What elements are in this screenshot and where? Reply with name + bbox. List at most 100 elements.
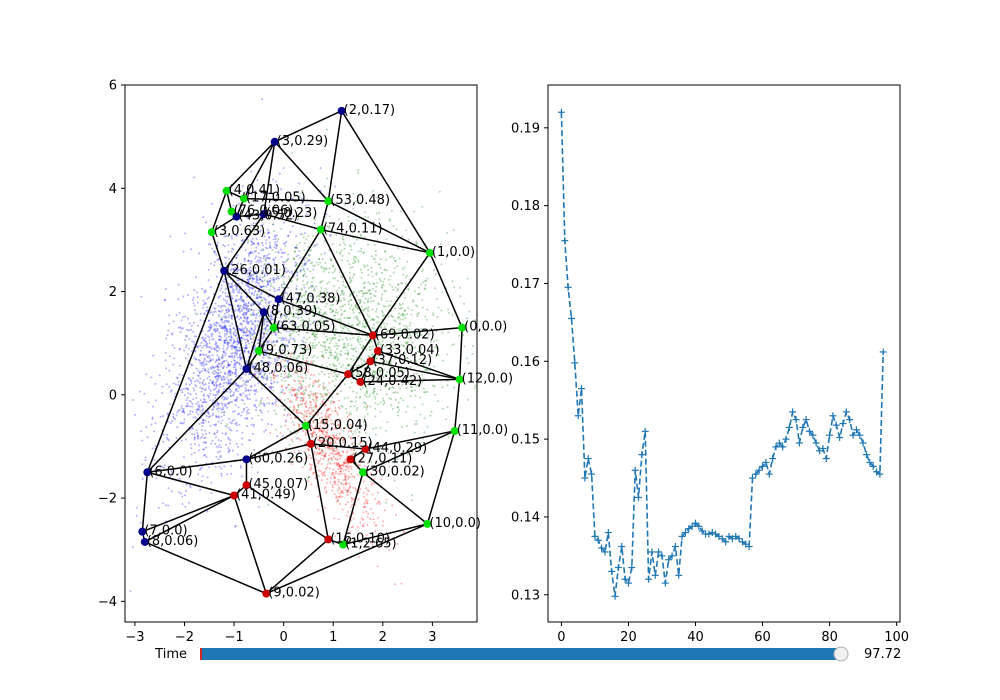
cloud-point xyxy=(275,404,278,407)
cloud-point xyxy=(435,339,438,342)
cloud-point xyxy=(392,271,395,274)
cloud-point xyxy=(382,280,385,283)
cloud-point xyxy=(340,320,343,323)
cloud-point xyxy=(467,398,469,401)
cloud-point xyxy=(251,363,254,366)
cloud-point xyxy=(269,247,272,249)
cloud-point xyxy=(327,357,330,360)
cloud-point xyxy=(218,325,221,328)
cloud-point xyxy=(214,370,217,373)
cloud-point xyxy=(286,292,289,295)
cloud-point xyxy=(239,322,242,325)
cloud-point xyxy=(333,462,336,465)
cloud-point xyxy=(261,337,263,340)
cloud-point xyxy=(335,453,338,455)
cloud-point xyxy=(473,387,476,390)
cloud-point xyxy=(280,339,283,342)
cloud-point xyxy=(307,409,310,412)
cloud-point xyxy=(253,328,256,331)
cloud-point xyxy=(375,524,377,527)
cloud-point xyxy=(382,403,385,406)
cloud-point xyxy=(247,408,250,411)
cloud-point xyxy=(217,375,220,378)
cloud-point xyxy=(211,382,214,385)
cloud-point xyxy=(201,381,204,384)
cloud-point xyxy=(312,394,315,397)
cloud-point xyxy=(335,412,338,415)
cloud-point xyxy=(221,327,224,330)
cloud-point xyxy=(189,379,192,382)
cloud-point xyxy=(287,367,290,370)
cloud-point xyxy=(228,341,231,344)
cloud-point xyxy=(352,348,355,350)
cloud-point xyxy=(403,266,406,269)
cloud-point xyxy=(283,270,286,272)
cloud-point xyxy=(368,395,371,398)
cloud-point xyxy=(261,244,264,247)
cloud-point xyxy=(234,383,237,386)
cloud-point xyxy=(433,345,436,348)
cloud-point xyxy=(288,443,291,446)
cloud-point xyxy=(316,301,319,304)
cloud-point xyxy=(233,341,236,344)
cloud-point xyxy=(236,262,239,265)
cloud-point xyxy=(274,241,276,244)
cloud-point xyxy=(388,278,391,281)
cloud-point xyxy=(230,335,233,337)
cloud-point xyxy=(383,509,386,512)
cloud-point xyxy=(253,449,256,452)
cloud-point xyxy=(186,405,189,408)
cloud-point xyxy=(329,308,332,311)
cloud-point xyxy=(239,316,242,319)
cloud-point xyxy=(310,466,312,468)
cloud-point xyxy=(228,331,231,334)
cloud-point xyxy=(192,296,195,299)
cloud-point xyxy=(276,374,279,377)
cloud-point xyxy=(269,315,272,318)
cloud-point xyxy=(295,190,298,193)
cloud-point xyxy=(337,518,340,521)
cloud-point xyxy=(218,362,221,365)
cloud-point xyxy=(228,257,230,260)
cloud-point xyxy=(290,362,293,365)
cloud-point xyxy=(223,281,226,283)
cloud-point xyxy=(210,481,213,484)
cloud-point xyxy=(181,374,184,377)
cloud-point xyxy=(422,281,425,284)
cloud-point xyxy=(272,286,275,289)
cloud-point xyxy=(369,508,372,511)
cloud-point xyxy=(191,427,194,430)
cloud-point xyxy=(227,335,230,338)
cloud-point xyxy=(250,314,253,317)
cloud-point xyxy=(237,445,240,448)
cloud-point xyxy=(273,381,276,384)
cloud-point xyxy=(173,347,176,349)
cloud-point xyxy=(195,276,198,279)
cloud-point xyxy=(308,407,311,409)
cloud-point xyxy=(256,278,259,281)
cloud-point xyxy=(240,336,243,339)
cloud-point xyxy=(195,429,198,432)
cloud-point xyxy=(154,422,157,425)
cloud-point xyxy=(350,526,353,529)
cloud-point xyxy=(325,351,327,354)
cloud-point xyxy=(381,397,384,400)
cloud-point xyxy=(229,332,232,335)
cloud-point xyxy=(204,337,207,340)
cloud-point xyxy=(223,339,226,342)
cloud-point xyxy=(294,246,296,249)
cloud-point xyxy=(217,402,220,405)
cloud-point xyxy=(231,290,234,293)
cloud-point xyxy=(264,372,267,375)
cloud-point xyxy=(233,310,236,313)
cloud-point xyxy=(331,484,334,487)
cloud-point xyxy=(304,386,307,388)
cloud-point xyxy=(180,422,183,425)
cloud-point xyxy=(263,405,266,407)
cloud-point xyxy=(333,477,336,479)
cloud-point xyxy=(382,314,385,317)
cloud-point xyxy=(375,426,377,429)
cloud-point xyxy=(239,328,241,331)
cloud-point xyxy=(226,330,229,333)
cloud-point xyxy=(324,486,327,489)
